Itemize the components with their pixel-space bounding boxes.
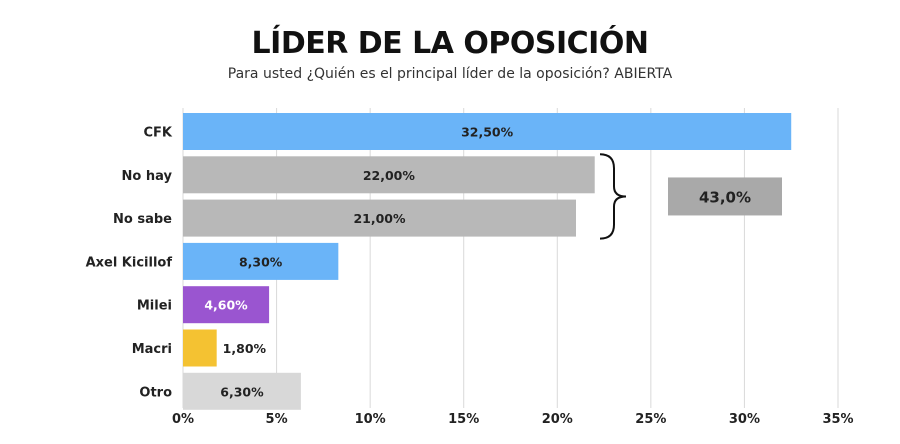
annotation-label: 43,0%: [699, 188, 751, 206]
data-label: 32,50%: [461, 125, 514, 140]
data-label: 21,00%: [353, 211, 406, 226]
data-label: 22,00%: [363, 168, 416, 183]
bar: [183, 372, 301, 410]
bar: [183, 286, 270, 324]
chart-title: LÍDER DE LA OPOSICIÓN: [251, 26, 649, 61]
bar: [183, 199, 576, 237]
bar: [183, 113, 792, 150]
chart-subtitle: Para usted ¿Quién es el principal líder …: [227, 66, 673, 82]
x-tick-label: 20%: [542, 412, 573, 427]
category-label: Axel Kicillof: [86, 255, 173, 270]
data-label: 1,80%: [223, 341, 267, 356]
category-label: Milei: [137, 299, 172, 314]
x-tick-label: 35%: [822, 412, 853, 427]
category-label: CFK: [144, 126, 173, 141]
category-label: No sabe: [113, 212, 172, 227]
category-label: No hay: [122, 169, 173, 184]
x-tick-label: 0%: [172, 412, 194, 427]
category-label: Macri: [132, 342, 172, 357]
brace: [599, 153, 627, 240]
category-label: Otro: [139, 385, 172, 400]
bar: [183, 242, 339, 280]
bar: [183, 156, 595, 194]
x-tick-label: 10%: [355, 412, 386, 427]
annotation-box: [668, 177, 782, 216]
x-tick-label: 5%: [266, 412, 288, 427]
x-tick-label: 15%: [448, 412, 479, 427]
x-tick-label: 30%: [729, 412, 760, 427]
x-tick-label: 25%: [635, 412, 666, 427]
data-label: 4,60%: [204, 298, 248, 313]
data-label: 6,30%: [220, 384, 264, 399]
data-label: 8,30%: [239, 254, 283, 269]
bar: [183, 329, 217, 367]
